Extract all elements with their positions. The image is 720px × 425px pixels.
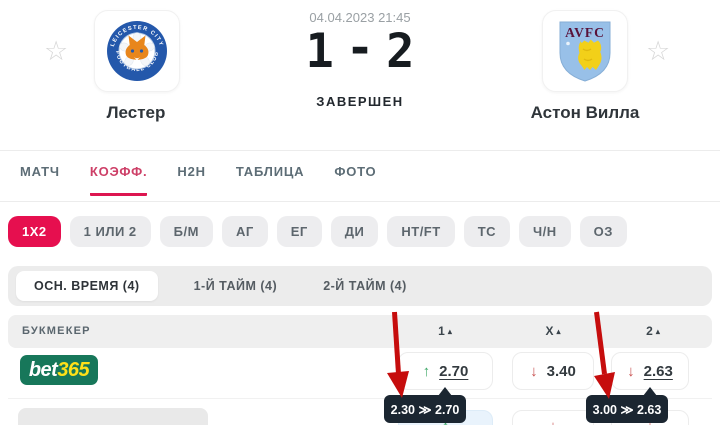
- market-htft[interactable]: НТ/FT: [387, 216, 455, 247]
- tooltip-caret: [438, 387, 452, 396]
- bet365-bet-text: bet: [28, 358, 58, 381]
- tab-match[interactable]: МАТЧ: [20, 164, 60, 179]
- column-2-label: 2: [646, 324, 653, 338]
- market-di[interactable]: ДИ: [330, 216, 379, 247]
- tab-bar: МАТЧ КОЭФФ. H2H ТАБЛИЦА ФОТО: [20, 164, 376, 196]
- home-team-logo[interactable]: LEICESTER CITY FOOTBALL CLUB: [94, 10, 180, 92]
- tooltip-caret: [643, 387, 657, 396]
- match-datetime: 04.04.2023 21:45: [309, 10, 411, 25]
- partial-bookmaker-banner: [18, 408, 208, 425]
- trend-down-icon: ↓: [549, 418, 557, 425]
- favorite-star-away-icon[interactable]: ☆: [646, 36, 671, 66]
- market-1x2[interactable]: 1X2: [8, 216, 61, 247]
- odds-value-2[interactable]: 2.63: [643, 362, 673, 380]
- odds-value-1[interactable]: 2.70: [439, 362, 469, 380]
- header-divider: [0, 150, 720, 151]
- column-1-label: 1: [438, 324, 445, 338]
- market-ts[interactable]: ТС: [463, 216, 511, 247]
- odds-cell-home-win[interactable]: ↑ 2.70: [398, 352, 493, 390]
- odds-change-tooltip-1: 2.30 ≫ 2.70: [384, 395, 466, 423]
- odds-value-x: 3.40: [546, 362, 576, 380]
- favorite-star-home-icon[interactable]: ☆: [44, 36, 69, 66]
- aston-villa-crest-icon: AVFC: [559, 21, 611, 82]
- market-pills: 1X2 1 ИЛИ 2 Б/М АГ ЕГ ДИ НТ/FT ТС Ч/Н ОЗ: [8, 216, 627, 247]
- leicester-crest-icon: LEICESTER CITY FOOTBALL CLUB: [107, 21, 167, 81]
- market-chn[interactable]: Ч/Н: [519, 216, 571, 247]
- period-tabs: ОСН. ВРЕМЯ (4) 1-Й ТАЙМ (4) 2-Й ТАЙМ (4): [8, 266, 712, 306]
- tab-photo[interactable]: ФОТО: [334, 164, 377, 179]
- bet365-365-text: 365: [57, 358, 90, 381]
- score-separator: -: [345, 21, 375, 76]
- period-first-half[interactable]: 1-Й ТАЙМ (4): [193, 279, 278, 293]
- column-header-1[interactable]: 1 ▴: [395, 315, 495, 348]
- column-x-label: X: [545, 324, 554, 338]
- bookmaker-column-header: БУКМЕКЕР: [22, 325, 91, 337]
- market-ag[interactable]: АГ: [221, 216, 268, 247]
- column-header-2[interactable]: 2 ▴: [603, 315, 703, 348]
- odds-table-header: БУКМЕКЕР 1 ▴ X ▴ 2 ▴: [8, 315, 712, 348]
- tab-h2h[interactable]: H2H: [177, 164, 206, 179]
- market-oz[interactable]: ОЗ: [579, 216, 627, 247]
- away-team-logo[interactable]: AVFC: [542, 10, 628, 92]
- sort-asc-icon: ▴: [556, 327, 561, 336]
- trend-up-icon: ↑: [422, 362, 431, 380]
- avfc-text: AVFC: [565, 25, 605, 40]
- odds-cell-draw[interactable]: ↓ 3.40: [512, 352, 594, 390]
- trend-down-icon: ↓: [530, 362, 538, 380]
- score-home: 1: [305, 24, 334, 79]
- market-1or2[interactable]: 1 ИЛИ 2: [69, 216, 151, 247]
- tabs-divider: [0, 201, 720, 202]
- sort-asc-icon: ▴: [655, 327, 660, 336]
- period-second-half[interactable]: 2-Й ТАЙМ (4): [323, 279, 407, 293]
- period-full-time[interactable]: ОСН. ВРЕМЯ (4): [16, 271, 158, 301]
- trend-down-icon: ↓: [627, 362, 635, 380]
- away-team-name[interactable]: Астон Вилла: [530, 103, 640, 122]
- market-eg[interactable]: ЕГ: [276, 216, 322, 247]
- tab-odds[interactable]: КОЭФФ.: [89, 164, 148, 196]
- tab-table[interactable]: ТАБЛИЦА: [235, 164, 305, 179]
- odds-cell-row2-x[interactable]: ↓: [512, 410, 594, 425]
- bookmaker-bet365-logo[interactable]: bet 365: [20, 355, 98, 385]
- score-away: 2: [386, 24, 415, 79]
- column-header-x[interactable]: X ▴: [503, 315, 603, 348]
- match-status: ЗАВЕРШЕН: [316, 94, 404, 109]
- home-team-name[interactable]: Лестер: [106, 103, 166, 122]
- match-score: 1 - 2: [240, 21, 480, 79]
- market-bm[interactable]: Б/М: [159, 216, 213, 247]
- odds-change-tooltip-2: 3.00 ≫ 2.63: [586, 395, 668, 423]
- odds-cell-away-win[interactable]: ↓ 2.63: [611, 352, 689, 390]
- row-divider: [8, 398, 712, 399]
- sort-asc-icon: ▴: [447, 327, 452, 336]
